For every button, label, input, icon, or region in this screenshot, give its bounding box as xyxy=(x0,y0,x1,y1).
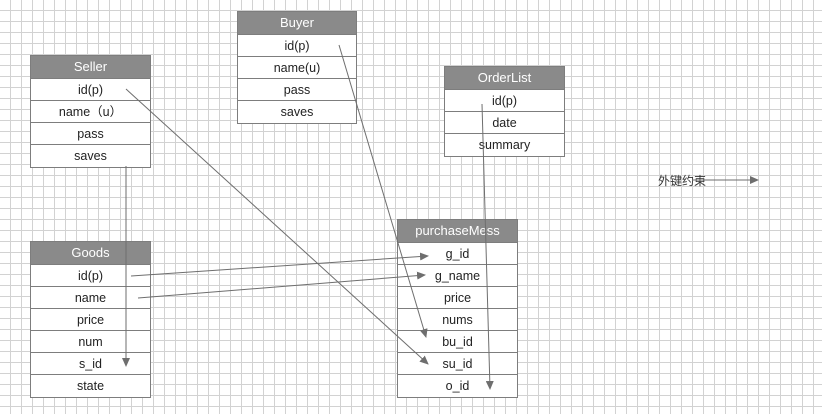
entity-orderlist[interactable]: OrderList id(p) date summary xyxy=(444,66,565,157)
field-id[interactable]: id(p) xyxy=(31,79,150,101)
field-o-id[interactable]: o_id xyxy=(445,379,470,393)
entity-title: Buyer xyxy=(238,12,356,35)
field-date[interactable]: date xyxy=(445,112,564,134)
entity-seller[interactable]: Seller id(p) name（u） pass saves xyxy=(30,55,151,168)
field-saves[interactable]: saves xyxy=(280,105,314,119)
field-g-id[interactable]: g_id xyxy=(398,243,517,265)
field-nums[interactable]: nums xyxy=(398,309,517,331)
field-id[interactable]: id(p) xyxy=(238,35,356,57)
entity-buyer[interactable]: Buyer id(p) name(u) pass saves xyxy=(237,11,357,124)
relation-arrow[interactable] xyxy=(125,88,429,365)
field-price[interactable]: price xyxy=(31,309,150,331)
legend-label: 外键约束 xyxy=(658,174,707,188)
field-id[interactable]: id(p) xyxy=(445,90,564,112)
relation-arrow[interactable] xyxy=(137,271,426,299)
entity-purchasemess[interactable]: purchaseMess g_id g_name price nums bu_i… xyxy=(397,219,518,398)
field-su-id[interactable]: su_id xyxy=(398,353,517,375)
field-name[interactable]: name xyxy=(31,287,150,309)
field-summary[interactable]: summary xyxy=(478,138,531,152)
field-saves[interactable]: saves xyxy=(74,149,107,163)
entity-title: purchaseMess xyxy=(398,220,517,243)
field-num[interactable]: num xyxy=(31,331,150,353)
field-name[interactable]: name（u） xyxy=(31,101,150,123)
field-s-id[interactable]: s_id xyxy=(31,353,150,375)
entity-title: Seller xyxy=(31,56,150,79)
field-name[interactable]: name(u) xyxy=(238,57,356,79)
relation-arrow[interactable] xyxy=(130,252,429,277)
field-pass[interactable]: pass xyxy=(238,79,356,101)
field-bu-id[interactable]: bu_id xyxy=(398,331,517,353)
entity-goods[interactable]: Goods id(p) name price num s_id state xyxy=(30,241,151,398)
field-id[interactable]: id(p) xyxy=(31,265,150,287)
field-price[interactable]: price xyxy=(398,287,517,309)
entity-title: Goods xyxy=(31,242,150,265)
entity-title: OrderList xyxy=(445,67,564,90)
field-g-name[interactable]: g_name xyxy=(398,265,517,287)
field-pass[interactable]: pass xyxy=(31,123,150,145)
field-state[interactable]: state xyxy=(76,379,105,393)
